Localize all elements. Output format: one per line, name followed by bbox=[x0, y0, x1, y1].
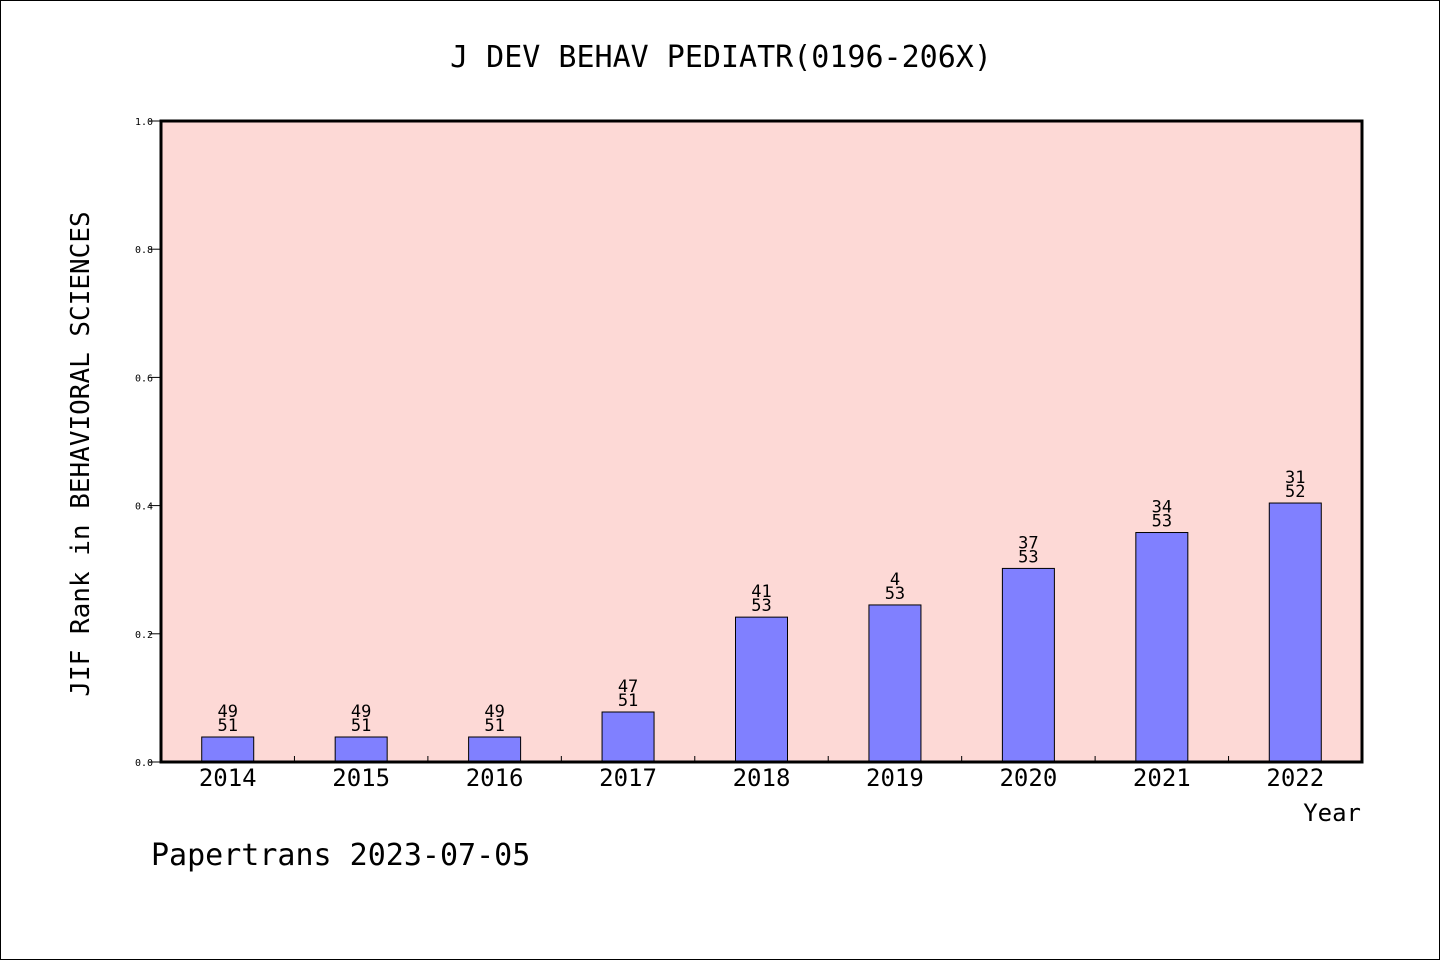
bar-rank-label: 34 bbox=[1152, 498, 1172, 518]
x-tick-label: 2015 bbox=[332, 764, 390, 792]
bar-2020 bbox=[1001, 567, 1055, 763]
x-tick-label: 2022 bbox=[1266, 764, 1324, 792]
bar-2016 bbox=[468, 736, 522, 763]
bar-2018 bbox=[735, 616, 788, 763]
y-tick-label: 0.8 bbox=[135, 245, 153, 256]
y-tick-label: 0.0 bbox=[135, 758, 153, 769]
x-axis-label: Year bbox=[1303, 799, 1361, 827]
x-tick-label: 2014 bbox=[199, 764, 257, 792]
y-axis-label: JIF Rank in BEHAVIORAL SCIENCES bbox=[66, 211, 96, 696]
chart-title: J DEV BEHAV PEDIATR(0196-206X) bbox=[450, 40, 992, 75]
x-axis-ticks: 2014 2015 2016 2017 2018 2019 2020 2021 2022 bbox=[199, 756, 1324, 792]
x-tick-label: 2017 bbox=[599, 764, 657, 792]
bar-2022 bbox=[1268, 502, 1322, 763]
bar-rank-label: 37 bbox=[1018, 533, 1038, 553]
plot-border bbox=[159, 119, 1364, 764]
y-tick-label: 0.6 bbox=[135, 373, 153, 384]
bar-total-label: 53 bbox=[1018, 547, 1038, 567]
bar-rank-label: 49 bbox=[484, 702, 504, 722]
bar-total-label: 51 bbox=[618, 691, 638, 711]
x-tick-label: 2018 bbox=[733, 764, 791, 792]
x-tick-label: 2016 bbox=[466, 764, 524, 792]
bar-total-label: 51 bbox=[351, 716, 371, 736]
bar-rank-label: 41 bbox=[751, 582, 771, 602]
bar-2021 bbox=[1135, 532, 1189, 763]
bar-total-label: 53 bbox=[751, 596, 771, 616]
x-tick-label: 2020 bbox=[999, 764, 1057, 792]
bar-total-label: 51 bbox=[217, 716, 237, 736]
bar-total-label: 51 bbox=[484, 716, 504, 736]
bar-rank-label: 4 bbox=[890, 570, 900, 590]
y-tick-label: 0.4 bbox=[135, 502, 153, 513]
bar-2017 bbox=[601, 711, 655, 763]
bar-rank-label: 47 bbox=[618, 677, 638, 697]
footer-credit: Papertrans 2023-07-05 bbox=[151, 838, 530, 873]
y-tick-label: 1.0 bbox=[135, 117, 153, 128]
y-tick-label: 0.2 bbox=[135, 630, 153, 641]
bar-total-label: 53 bbox=[885, 584, 905, 604]
y-axis-ticks: 0.0 0.2 0.4 0.6 0.8 1.0 bbox=[135, 117, 161, 769]
bar-2014 bbox=[201, 736, 255, 763]
x-tick-label: 2019 bbox=[866, 764, 924, 792]
bar-rank-label: 49 bbox=[217, 702, 237, 722]
bar-2015 bbox=[334, 736, 388, 763]
bars-group bbox=[201, 502, 1322, 763]
bar-2019 bbox=[868, 604, 922, 763]
bar-total-label: 53 bbox=[1152, 512, 1172, 532]
bar-rank-label: 49 bbox=[351, 702, 371, 722]
x-tick-label: 2021 bbox=[1133, 764, 1191, 792]
bar-total-label: 52 bbox=[1285, 482, 1305, 502]
bar-rank-label: 31 bbox=[1285, 468, 1305, 488]
